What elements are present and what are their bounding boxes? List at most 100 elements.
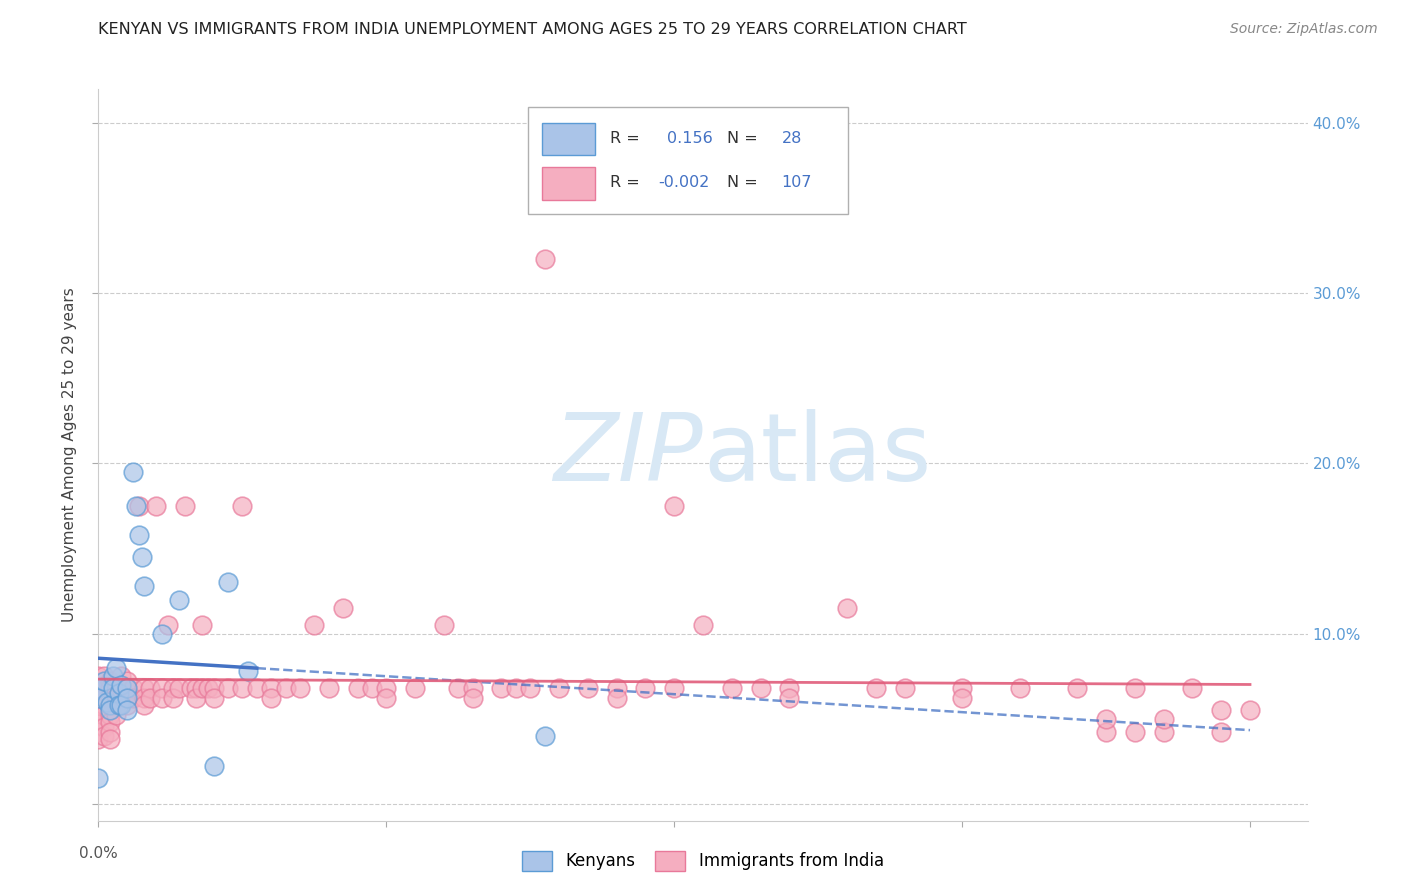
Point (98, 714, 121, 729)
Point (692, 618, 714, 632)
Point (533, 729, 555, 743)
Point (110, 681, 132, 695)
Point (93, 729, 115, 743)
Point (93, 708, 115, 723)
Point (115, 691, 138, 706)
Point (87, 771, 110, 785)
Point (361, 681, 384, 695)
Point (332, 601, 354, 615)
Point (533, 252, 555, 267)
Point (122, 681, 145, 695)
Point (98, 725, 121, 739)
Point (87, 681, 110, 695)
Point (131, 549, 153, 564)
Point (606, 681, 628, 695)
Point (950, 691, 973, 706)
Point (1066, 681, 1088, 695)
Point (162, 691, 184, 706)
Point (749, 681, 772, 695)
Bar (543, 123, 595, 155)
Point (246, 681, 269, 695)
Point (98, 708, 121, 723)
Text: 28: 28 (782, 131, 801, 145)
Y-axis label: Unemployment Among Ages 25 to 29 years: Unemployment Among Ages 25 to 29 years (62, 287, 77, 623)
Point (134, 681, 156, 695)
Point (98, 698, 121, 712)
Point (173, 499, 195, 513)
Point (98, 731, 121, 746)
Point (1239, 703, 1261, 717)
Point (375, 691, 398, 706)
Text: Source: ZipAtlas.com: Source: ZipAtlas.com (1230, 22, 1378, 37)
Point (202, 759, 225, 773)
Point (1153, 725, 1175, 739)
Point (778, 691, 800, 706)
Point (217, 681, 239, 695)
Point (104, 691, 127, 706)
Text: -0.002: -0.002 (658, 176, 710, 190)
Point (134, 579, 156, 593)
Point (107, 686, 129, 700)
Point (87, 698, 110, 712)
Point (115, 691, 138, 706)
Point (150, 681, 173, 695)
Point (139, 681, 162, 695)
Point (167, 681, 190, 695)
Point (150, 691, 173, 706)
Point (87, 708, 110, 723)
Point (93, 720, 115, 734)
Point (217, 575, 239, 590)
Point (104, 698, 127, 712)
Point (162, 681, 184, 695)
Point (461, 691, 484, 706)
Point (156, 618, 179, 632)
Point (202, 691, 225, 706)
Point (260, 691, 283, 706)
Point (150, 626, 173, 640)
Point (1153, 712, 1175, 726)
Point (720, 681, 742, 695)
Point (98, 674, 121, 689)
Point (93, 698, 115, 712)
Point (778, 681, 800, 695)
Point (519, 681, 541, 695)
Point (634, 681, 657, 695)
Point (375, 681, 398, 695)
Point (122, 691, 145, 706)
Point (93, 691, 115, 706)
Point (664, 681, 686, 695)
Point (231, 681, 253, 695)
Point (110, 698, 132, 712)
Point (87, 731, 110, 746)
Point (96, 695, 118, 709)
Point (202, 681, 225, 695)
Point (104, 708, 127, 723)
Point (98, 698, 121, 712)
Point (236, 664, 259, 678)
Point (606, 691, 628, 706)
Point (274, 681, 297, 695)
Point (346, 681, 368, 695)
Point (893, 681, 915, 695)
Text: atlas: atlas (703, 409, 931, 501)
Point (1181, 681, 1204, 695)
Text: 107: 107 (782, 176, 813, 190)
Point (1008, 681, 1031, 695)
Point (167, 592, 190, 607)
Point (433, 618, 456, 632)
Point (197, 681, 219, 695)
Point (1095, 725, 1118, 739)
Point (139, 691, 162, 706)
Point (404, 681, 426, 695)
Point (98, 703, 121, 717)
Point (115, 681, 138, 695)
Point (191, 618, 214, 632)
Point (134, 691, 156, 706)
Point (110, 669, 132, 683)
Point (110, 677, 132, 691)
Point (115, 681, 138, 695)
Point (1123, 681, 1146, 695)
Point (1211, 703, 1233, 717)
Point (186, 691, 208, 706)
Point (87, 669, 110, 683)
